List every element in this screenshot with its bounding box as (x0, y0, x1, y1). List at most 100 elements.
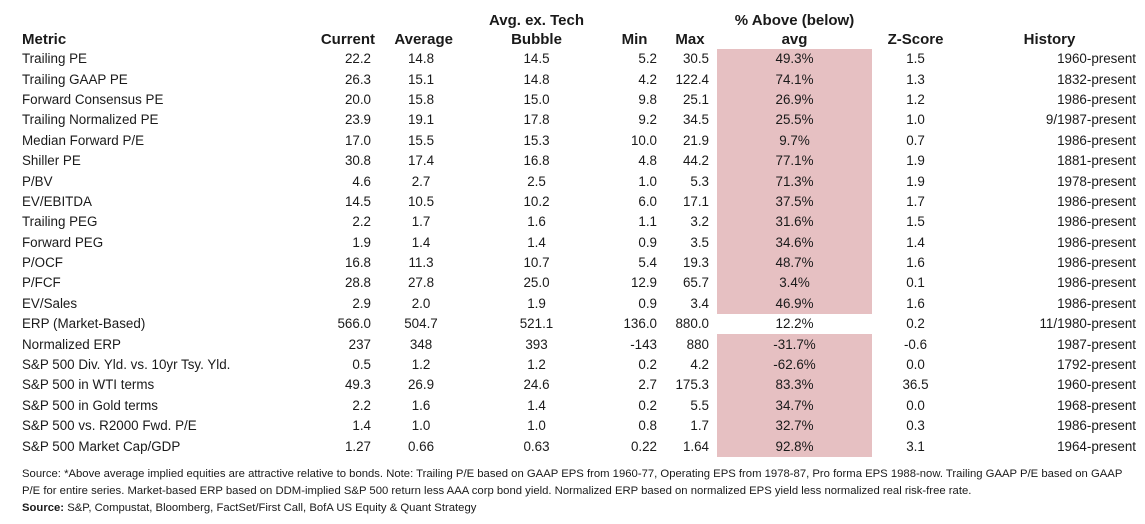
cell-metric: P/FCF (22, 275, 61, 291)
cell-avg-ex-tech: 1.2 (527, 357, 546, 373)
cell-average: 2.0 (411, 295, 431, 311)
cell-avg-ex-tech: 14.8 (523, 71, 550, 87)
cell-max: 3.2 (690, 214, 709, 230)
cell-avg-ex-tech: 393 (525, 336, 548, 352)
cell-zscore: 3.1 (906, 438, 925, 454)
table-row: P/FCF 28.8 27.8 25.0 12.9 65.7 3.4% 0.1 1986-pre… (22, 273, 1140, 294)
cell-average: 27.8 (407, 275, 435, 291)
cell-average: 17.4 (407, 153, 435, 169)
cell-zscore: 1.5 (906, 51, 925, 67)
cell-current: 2.2 (352, 214, 371, 230)
cell-max: 122.4 (675, 71, 709, 87)
source-text: S&P, Compustat, Bloomberg, FactSet/First… (64, 502, 477, 514)
cell-current: 4.6 (352, 173, 371, 189)
table-row: S&P 500 vs. R2000 Fwd. P/E 1.4 1.0 1.0 0.8 1.… (22, 416, 1140, 437)
cell-history: 1968-present (1057, 397, 1136, 413)
cell-metric: S&P 500 vs. R2000 Fwd. P/E (22, 418, 197, 434)
cell-avg-ex-tech: 15.3 (523, 132, 550, 148)
cell-pct-above-avg: 83.3% (717, 375, 872, 396)
cell-min: 136.0 (623, 316, 657, 332)
cell-min: 9.8 (638, 91, 657, 107)
cell-current: 26.3 (344, 71, 371, 87)
cell-metric: S&P 500 Div. Yld. vs. 10yr Tsy. Yld. (22, 357, 231, 373)
cell-metric: S&P 500 in WTI terms (22, 377, 155, 393)
cell-zscore: 1.6 (906, 295, 925, 311)
cell-zscore: 1.9 (906, 173, 925, 189)
header-pct-above-top: % Above (below) (734, 12, 855, 29)
cell-history: 1986-present (1057, 255, 1136, 271)
cell-history: 1986-present (1057, 275, 1136, 291)
table-body: Trailing PE 22.2 14.8 14.5 5.2 30.5 49.3% 1.5 19… (22, 49, 1140, 457)
cell-zscore: 1.2 (906, 91, 925, 107)
cell-max: 3.5 (690, 234, 709, 250)
cell-max: 30.5 (682, 51, 709, 67)
cell-avg-ex-tech: 1.0 (527, 418, 546, 434)
cell-pct-above-avg: 48.7% (717, 252, 872, 274)
cell-zscore: 0.7 (906, 132, 925, 148)
cell-current: 1.4 (352, 418, 371, 434)
cell-max: 5.3 (690, 173, 709, 189)
cell-current: 22.2 (344, 51, 371, 67)
cell-zscore: 1.7 (906, 193, 925, 209)
cell-average: 19.1 (407, 112, 435, 128)
cell-avg-ex-tech: 16.8 (523, 153, 550, 169)
header-avg-ex-tech-top: Avg. ex. Tech (488, 12, 585, 29)
cell-min: 12.9 (630, 275, 657, 291)
table-row: Forward Consensus PE 20.0 15.8 15.0 9.8 25.1 2… (22, 89, 1140, 111)
cell-max: 1.64 (682, 438, 709, 454)
header-min: Min (621, 31, 648, 48)
cell-min: 4.2 (638, 71, 657, 87)
header-zscore: Z-Score (887, 31, 944, 48)
cell-min: 6.0 (638, 193, 657, 209)
cell-min: 9.2 (638, 112, 657, 128)
cell-avg-ex-tech: 521.1 (519, 316, 554, 332)
table-row: Forward PEG 1.9 1.4 1.4 0.9 3.5 34.6% 1.4 1986-p… (22, 232, 1140, 253)
header-spacer (872, 12, 959, 30)
cell-min: 5.2 (638, 51, 657, 67)
cell-pct-above-avg: 74.1% (717, 69, 872, 90)
cell-avg-ex-tech: 10.7 (523, 255, 550, 271)
cell-history: 1960-present (1057, 51, 1136, 67)
cell-max: 19.3 (682, 255, 709, 271)
cell-metric: EV/EBITDA (22, 193, 92, 209)
cell-current: 0.5 (352, 357, 371, 373)
cell-history: 1964-present (1057, 438, 1136, 454)
table-row: P/BV 4.6 2.7 2.5 1.0 5.3 71.3% 1.9 1978-present (22, 171, 1140, 192)
cell-min: 0.9 (638, 234, 657, 250)
cell-history: 1986-present (1057, 132, 1136, 148)
cell-min: 1.0 (638, 173, 657, 189)
table-row: EV/EBITDA 14.5 10.5 10.2 6.0 17.1 37.5% 1.7 1986… (22, 191, 1140, 213)
cell-pct-above-avg: 77.1% (717, 150, 872, 172)
cell-metric: Trailing PE (22, 51, 87, 67)
cell-avg-ex-tech: 1.4 (527, 397, 546, 413)
cell-min: 0.9 (638, 295, 657, 311)
cell-current: 20.0 (344, 91, 371, 107)
cell-average: 11.3 (408, 255, 434, 271)
cell-zscore: 1.3 (906, 71, 925, 87)
cell-avg-ex-tech: 17.8 (523, 112, 550, 128)
header-spacer (22, 12, 300, 30)
cell-avg-ex-tech: 10.2 (523, 193, 550, 209)
header-average: Average (394, 31, 453, 48)
cell-metric: Trailing Normalized PE (22, 112, 159, 128)
cell-max: 17.1 (682, 193, 709, 209)
cell-metric: Forward PEG (22, 234, 104, 250)
cell-max: 3.4 (690, 295, 709, 311)
cell-average: 14.8 (407, 51, 435, 67)
cell-pct-above-avg: 26.9% (717, 89, 872, 111)
cell-avg-ex-tech: 2.5 (527, 173, 546, 189)
cell-history: 1792-present (1057, 357, 1136, 373)
cell-min: 5.4 (638, 255, 657, 271)
cell-zscore: 0.3 (906, 418, 925, 434)
table-row: EV/Sales 2.9 2.0 1.9 0.9 3.4 46.9% 1.6 1986-pres… (22, 293, 1140, 315)
cell-avg-ex-tech: 14.5 (523, 51, 550, 67)
cell-average: 1.6 (411, 397, 431, 413)
cell-avg-ex-tech: 1.4 (527, 234, 546, 250)
header-current: Current (320, 31, 375, 48)
source-line: Source: S&P, Compustat, Bloomberg, FactS… (22, 500, 1140, 517)
cell-min: 10.0 (630, 132, 657, 148)
cell-avg-ex-tech: 1.6 (527, 214, 546, 230)
cell-average: 10.5 (407, 193, 435, 209)
cell-history: 1978-present (1057, 173, 1136, 189)
cell-pct-above-avg: 31.6% (717, 212, 872, 233)
